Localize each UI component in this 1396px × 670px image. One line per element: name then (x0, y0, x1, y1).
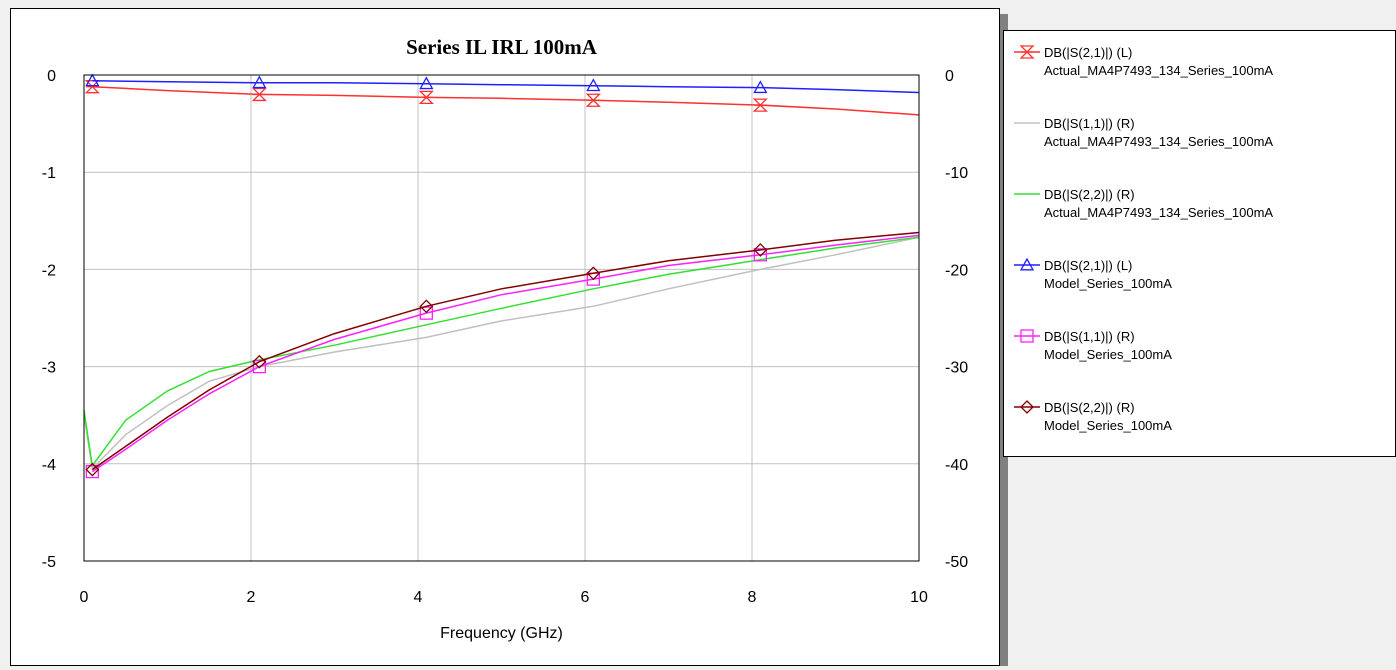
y-right-tick-label: -20 (945, 262, 968, 279)
series-marker (252, 75, 267, 89)
series-line (92, 85, 920, 116)
series-3 (83, 236, 920, 468)
legend-series-name: DB(|S(1,1)|) (R) (1044, 116, 1135, 131)
legend-item: DB(|S(2,1)|) (L) Model_Series_100mA (1012, 258, 1392, 298)
y-left-tick-label: -2 (42, 262, 56, 279)
legend-swatch (1014, 258, 1040, 271)
series-5 (85, 234, 920, 479)
series-marker (252, 359, 267, 374)
series-marker (1019, 258, 1035, 271)
y-right-tick-label: -50 (945, 554, 968, 571)
plot-area-border (83, 74, 920, 562)
series-marker (586, 78, 601, 92)
y-right-tick-label: -40 (945, 457, 968, 474)
y-left-tick-label: -5 (42, 554, 56, 571)
y-left-tick-label: -3 (42, 360, 56, 377)
series-marker (251, 87, 267, 102)
chart-title: Series IL IRL 100mA (406, 35, 598, 59)
series-line (83, 236, 920, 468)
legend-series-source: Actual_MA4P7493_134_Series_100mA (1044, 63, 1274, 78)
x-axis-title: Frequency (GHz) (440, 625, 563, 642)
legend-item: DB(|S(2,1)|) (L) Actual_MA4P7493_134_Seri… (1012, 45, 1392, 85)
series-4 (85, 73, 920, 94)
series-marker (753, 80, 768, 94)
x-tick-label: 10 (910, 589, 928, 606)
x-tick-label: 4 (414, 589, 423, 606)
y-right-tick-label: 0 (945, 68, 954, 85)
legend-series-name: DB(|S(2,1)|) (L) (1044, 45, 1133, 60)
legend-swatch (1014, 193, 1040, 195)
legend-swatch (1014, 400, 1040, 414)
series-marker (586, 266, 601, 281)
series-marker (1020, 400, 1034, 414)
series-marker (85, 464, 99, 479)
grid-layer (84, 75, 919, 561)
y-left-tick-label: -4 (42, 457, 56, 474)
series-marker (85, 462, 100, 477)
y-left-tick-label: -1 (42, 165, 56, 182)
series-marker (418, 90, 434, 105)
series-marker (585, 93, 601, 107)
y-right-tick-label: -10 (945, 165, 968, 182)
series-marker (419, 76, 434, 90)
series-line (92, 80, 920, 94)
series-marker (1019, 45, 1035, 59)
y-left-tick-label: 0 (47, 68, 56, 85)
legend-series-name: DB(|S(2,2)|) (R) (1044, 187, 1135, 202)
y-right-tick-label: -30 (945, 360, 968, 377)
series-marker (753, 243, 768, 257)
x-tick-label: 0 (80, 589, 89, 606)
series-marker (419, 299, 434, 314)
legend-item: DB(|S(2,2)|) (R) Model_Series_100mA (1012, 400, 1392, 440)
series-1 (84, 80, 920, 116)
tick-layer: 0 2 4 6 8 100-1-2-3-4-50-10-20-30-40-50 (42, 68, 968, 606)
series-2 (83, 236, 920, 471)
legend: DB(|S(2,1)|) (L) Actual_MA4P7493_134_Seri… (1003, 30, 1396, 457)
legend-swatch (1014, 329, 1040, 343)
legend-series-name: DB(|S(2,2)|) (R) (1044, 400, 1135, 415)
legend-series-source: Model_Series_100mA (1044, 347, 1172, 362)
legend-series-source: Actual_MA4P7493_134_Series_100mA (1044, 134, 1274, 149)
legend-series-name: DB(|S(1,1)|) (R) (1044, 329, 1135, 344)
legend-swatch (1014, 45, 1040, 59)
legend-series-source: Model_Series_100mA (1044, 276, 1172, 291)
legend-item: DB(|S(1,1)|) (R) Actual_MA4P7493_134_Seri… (1012, 116, 1392, 156)
legend-item: DB(|S(1,1)|) (R) Model_Series_100mA (1012, 329, 1392, 369)
x-tick-label: 6 (581, 589, 590, 606)
x-tick-label: 8 (748, 589, 757, 606)
series-marker (85, 73, 100, 87)
legend-series-source: Actual_MA4P7493_134_Series_100mA (1044, 205, 1274, 220)
series-marker (252, 354, 267, 369)
plot-window (10, 8, 1000, 666)
series-marker (1020, 329, 1034, 343)
series-line (91, 234, 920, 473)
legend-series-name: DB(|S(2,1)|) (L) (1044, 258, 1133, 273)
series-marker (419, 306, 434, 320)
series-marker (753, 248, 767, 262)
chart-canvas: Series IL IRL 100mA 0 2 4 6 8 100-1-2-3-4-50-… (42, 35, 968, 642)
legend-series-source: Model_Series_100mA (1044, 418, 1172, 433)
legend-item: DB(|S(2,2)|) (R) Actual_MA4P7493_134_Seri… (1012, 187, 1392, 227)
series-6 (85, 231, 920, 477)
x-tick-label: 2 (247, 589, 256, 606)
series-marker (752, 98, 768, 112)
series-line (91, 231, 920, 471)
series-layer (83, 73, 920, 479)
series-line (83, 236, 920, 471)
legend-swatch (1014, 122, 1040, 124)
